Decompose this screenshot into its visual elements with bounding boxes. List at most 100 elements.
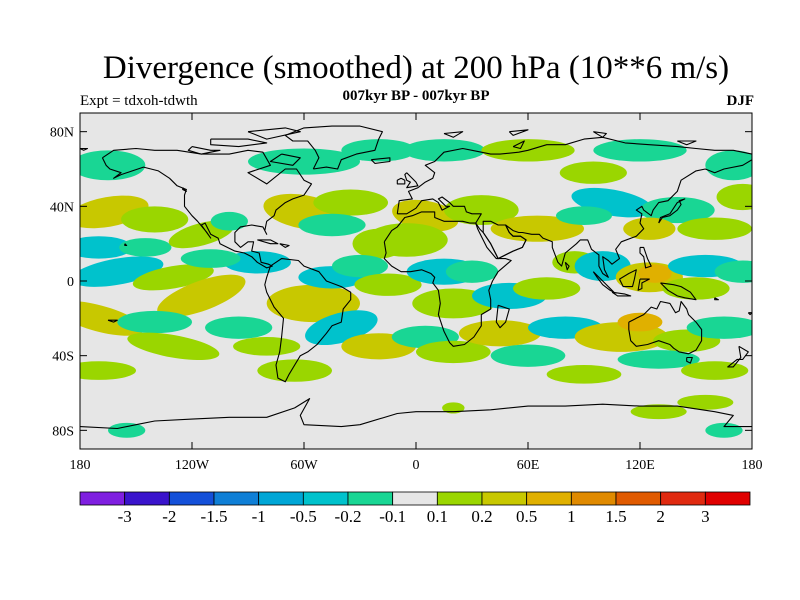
- coastline-path: [284, 125, 383, 170]
- field-contour: [416, 340, 491, 364]
- coastline-path: [80, 147, 89, 151]
- field-contour: [513, 277, 581, 300]
- field-contour: [593, 139, 687, 162]
- experiment-label: Expt = tdxoh-tdwth: [80, 93, 198, 109]
- colorbar-label: -0.1: [379, 507, 406, 526]
- colorbar-label: -2: [162, 507, 176, 526]
- coastline-path: [714, 297, 719, 301]
- field-contour: [210, 211, 248, 231]
- coastline-path: [512, 140, 525, 150]
- field-contour: [341, 139, 416, 162]
- coastline-path: [658, 198, 686, 224]
- colorbar-swatch: [704, 491, 751, 506]
- field-contour: [617, 312, 663, 332]
- coastline-path: [564, 261, 570, 271]
- coastline-path: [404, 172, 419, 189]
- coastline-path: [210, 138, 268, 148]
- colorbar-swatch: [347, 491, 394, 506]
- colorbar-swatch: [660, 491, 706, 506]
- coastline-path: [247, 127, 301, 140]
- coastline-path: [592, 271, 615, 293]
- field-contour: [108, 422, 146, 438]
- colorbar-label: -0.5: [290, 507, 317, 526]
- coastline-path: [747, 312, 752, 316]
- lat-tick-label: 80S: [52, 424, 74, 439]
- field-contour: [80, 361, 136, 380]
- coastline-path: [383, 211, 512, 347]
- field-contour: [157, 274, 246, 318]
- coastline-path: [639, 246, 652, 269]
- colorbar-label: 3: [701, 507, 710, 526]
- divergence-field: [80, 139, 752, 438]
- field-contour: [617, 350, 700, 369]
- field-contour: [490, 344, 566, 367]
- coastline-path: [660, 282, 697, 301]
- colorbar-label: -3: [118, 507, 132, 526]
- coastline-path: [396, 136, 752, 278]
- field-contour: [574, 251, 631, 281]
- colorbar-label: 0.2: [471, 507, 492, 526]
- coastline-path: [279, 243, 290, 248]
- field-contour: [354, 273, 422, 296]
- colorbar-swatch: [79, 491, 126, 506]
- field-contour: [638, 264, 672, 283]
- field-contour: [266, 284, 361, 323]
- lon-tick-label: 60W: [290, 458, 318, 473]
- field-contour: [677, 394, 734, 410]
- longitude-axis: 180 120W 60W 0 60E 120E 180: [70, 113, 763, 473]
- field-contour: [662, 277, 730, 300]
- coastline-path: [508, 129, 529, 136]
- coastline-path: [593, 131, 607, 138]
- lat-tick-label: 0: [67, 275, 74, 290]
- coastline-path: [187, 146, 221, 155]
- field-contour: [442, 402, 465, 414]
- field-contour: [546, 365, 622, 384]
- coastline-path: [619, 269, 637, 288]
- colorbar-swatch: [570, 491, 617, 506]
- field-contour: [714, 260, 752, 283]
- colorbar-swatch: [392, 491, 438, 506]
- coastline-path: [611, 291, 632, 297]
- field-contour: [716, 183, 752, 211]
- colorbar-swatch: [302, 491, 349, 506]
- colorbar-label: 0.1: [427, 507, 448, 526]
- coastline-path: [124, 243, 128, 247]
- field-contour: [705, 422, 743, 438]
- coastline-path: [107, 319, 118, 323]
- colorbar-label: -0.2: [335, 507, 362, 526]
- coastline-path: [727, 345, 749, 368]
- field-contour: [127, 332, 220, 361]
- field-contour: [677, 217, 752, 240]
- field-contour: [257, 359, 332, 382]
- field-contour: [402, 139, 486, 162]
- field-contour: [445, 260, 499, 283]
- season-label: DJF: [726, 93, 755, 109]
- colorbar-label: -1: [252, 507, 266, 526]
- field-contour: [233, 337, 301, 356]
- colorbar-label: 2: [656, 507, 665, 526]
- coastline-path: [269, 153, 301, 166]
- colorbar-label: 0.5: [516, 507, 537, 526]
- coastline-path: [443, 131, 464, 138]
- coastline-path: [495, 304, 510, 329]
- colorbar-swatch: [124, 491, 170, 506]
- colorbar-label: -1.5: [201, 507, 228, 526]
- colorbar-swatch: [615, 491, 662, 506]
- coastline-path: [686, 356, 693, 364]
- field-contour: [623, 217, 676, 240]
- field-contour: [556, 206, 612, 226]
- colorbar-swatch: [436, 491, 483, 506]
- field-contour: [444, 195, 519, 225]
- field-contour: [332, 254, 388, 278]
- colorbar-swatch: [526, 491, 572, 506]
- field-contour: [365, 223, 448, 257]
- coastline-path: [80, 398, 752, 430]
- colorbar-label: 1: [567, 507, 576, 526]
- field-contour: [80, 236, 133, 259]
- coastlines: [80, 125, 752, 430]
- coastline-path: [677, 140, 697, 146]
- field-contour: [559, 161, 627, 184]
- latitude-axis: 80N 40N 0 40S 80S: [50, 126, 752, 439]
- coastline-path: [396, 177, 406, 185]
- plot-subtitle: 007kyr BP - 007kyr BP: [342, 88, 490, 104]
